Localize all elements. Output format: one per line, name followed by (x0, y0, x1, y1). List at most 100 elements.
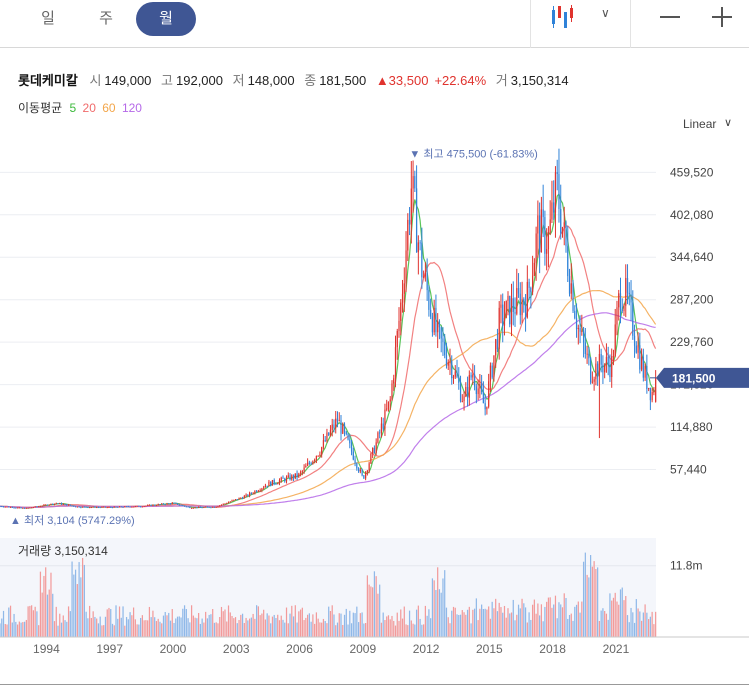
candle-body (199, 506, 201, 508)
candle-body (120, 506, 122, 508)
candle-body (584, 342, 586, 354)
volume-bar (553, 604, 555, 637)
ma20-line (0, 225, 657, 508)
candle-body (553, 202, 555, 213)
candle-body (567, 246, 569, 277)
volume-bar (547, 597, 550, 637)
volume-bar (220, 606, 223, 637)
candle-body (152, 504, 154, 506)
volume-bar (328, 606, 330, 637)
candle-body (431, 316, 434, 333)
candle-body (400, 302, 402, 321)
candle-body (245, 494, 247, 497)
tab-month[interactable]: 월 (136, 2, 196, 36)
volume-bar (99, 616, 101, 637)
candle-body (39, 506, 42, 508)
candle-body (437, 321, 439, 333)
candle-body (616, 307, 618, 325)
volume-bar (254, 618, 256, 637)
volume-bar (136, 624, 138, 637)
candle-body (336, 418, 339, 422)
candle-body (201, 507, 203, 509)
volume-bar (215, 622, 217, 637)
candle-body (312, 461, 314, 465)
volume-bar (148, 606, 151, 637)
volume-bar (347, 624, 349, 637)
candle-body (74, 506, 77, 508)
volume-bar (526, 622, 528, 637)
candle-body (509, 295, 511, 325)
candle-body (155, 505, 158, 507)
volume-bar (445, 607, 448, 637)
candle-body (4, 506, 6, 508)
change-percent: +22.64% (434, 73, 487, 88)
volume-bar (419, 618, 421, 637)
scale-mode-chevron-icon[interactable]: ∨ (724, 117, 733, 129)
volume-bar (11, 622, 13, 637)
volume-bar (308, 613, 310, 637)
volume-bar (363, 623, 365, 637)
zoom-in-icon[interactable] (712, 7, 732, 27)
candle-body (178, 504, 180, 506)
ma5-line (0, 192, 657, 509)
candle-body (438, 321, 441, 328)
volume-bar (623, 600, 625, 637)
quote-summary: 롯데케미칼 시 149,000 고 192,000 저 148,000 종 181,50… (18, 70, 575, 89)
volume-bar (642, 612, 644, 637)
candle-body (335, 418, 337, 429)
candle-body (59, 503, 61, 505)
volume-bar (1, 618, 3, 637)
volume-bar (294, 605, 296, 637)
candle-body (423, 276, 425, 278)
moving-average-legend[interactable]: 이동평균 5 20 60 120 (18, 99, 145, 116)
volume-bar (437, 567, 439, 637)
volume-bar (175, 618, 177, 637)
candle-body (96, 507, 98, 509)
tab-week[interactable]: 주 (99, 10, 113, 27)
candle-body (57, 503, 59, 505)
x-tick-label: 2018 (539, 642, 566, 656)
x-tick-label: 2006 (286, 642, 313, 656)
volume-bar (365, 623, 367, 637)
y-tick-label: 459,520 (670, 165, 714, 179)
candle-body (206, 506, 209, 508)
volume-bar (134, 619, 136, 637)
volume-bar (449, 623, 451, 637)
zoom-out-icon[interactable] (660, 16, 680, 18)
candle-body (646, 366, 648, 389)
candlestick-chart-type-icon[interactable] (550, 4, 580, 30)
candle-body (277, 483, 279, 485)
candle-body (169, 503, 172, 505)
volume-bar (20, 622, 22, 637)
volume-bar (433, 580, 435, 637)
volume-bar (152, 610, 154, 637)
candle-body (217, 506, 219, 508)
volume-bar (507, 608, 509, 637)
candle-body (491, 365, 493, 378)
candle-body (589, 358, 592, 383)
volume-bar (387, 615, 390, 637)
chart-type-dropdown-icon[interactable]: ∨ (601, 6, 610, 20)
candle-body (621, 309, 623, 312)
candle-body (215, 506, 217, 508)
candle-body (449, 360, 451, 362)
volume-bar (168, 612, 170, 637)
scale-mode-select[interactable]: Linear (683, 117, 717, 131)
tab-day[interactable]: 일 (41, 10, 55, 27)
candle-body (632, 302, 634, 336)
candle-body (78, 506, 80, 508)
candle-body (94, 506, 96, 508)
candle-body (570, 283, 572, 294)
candle-body (424, 272, 426, 277)
y-tick-label: 344,640 (670, 250, 714, 264)
candle-body (154, 504, 156, 506)
volume-bar (523, 603, 525, 637)
candle-body (13, 507, 15, 509)
volume-bar (71, 561, 73, 637)
y-tick-label: 57,440 (670, 463, 707, 477)
candle-body (117, 506, 119, 508)
volume-bar (196, 618, 198, 637)
volume-bar (461, 610, 463, 637)
volume-bar (22, 622, 24, 637)
